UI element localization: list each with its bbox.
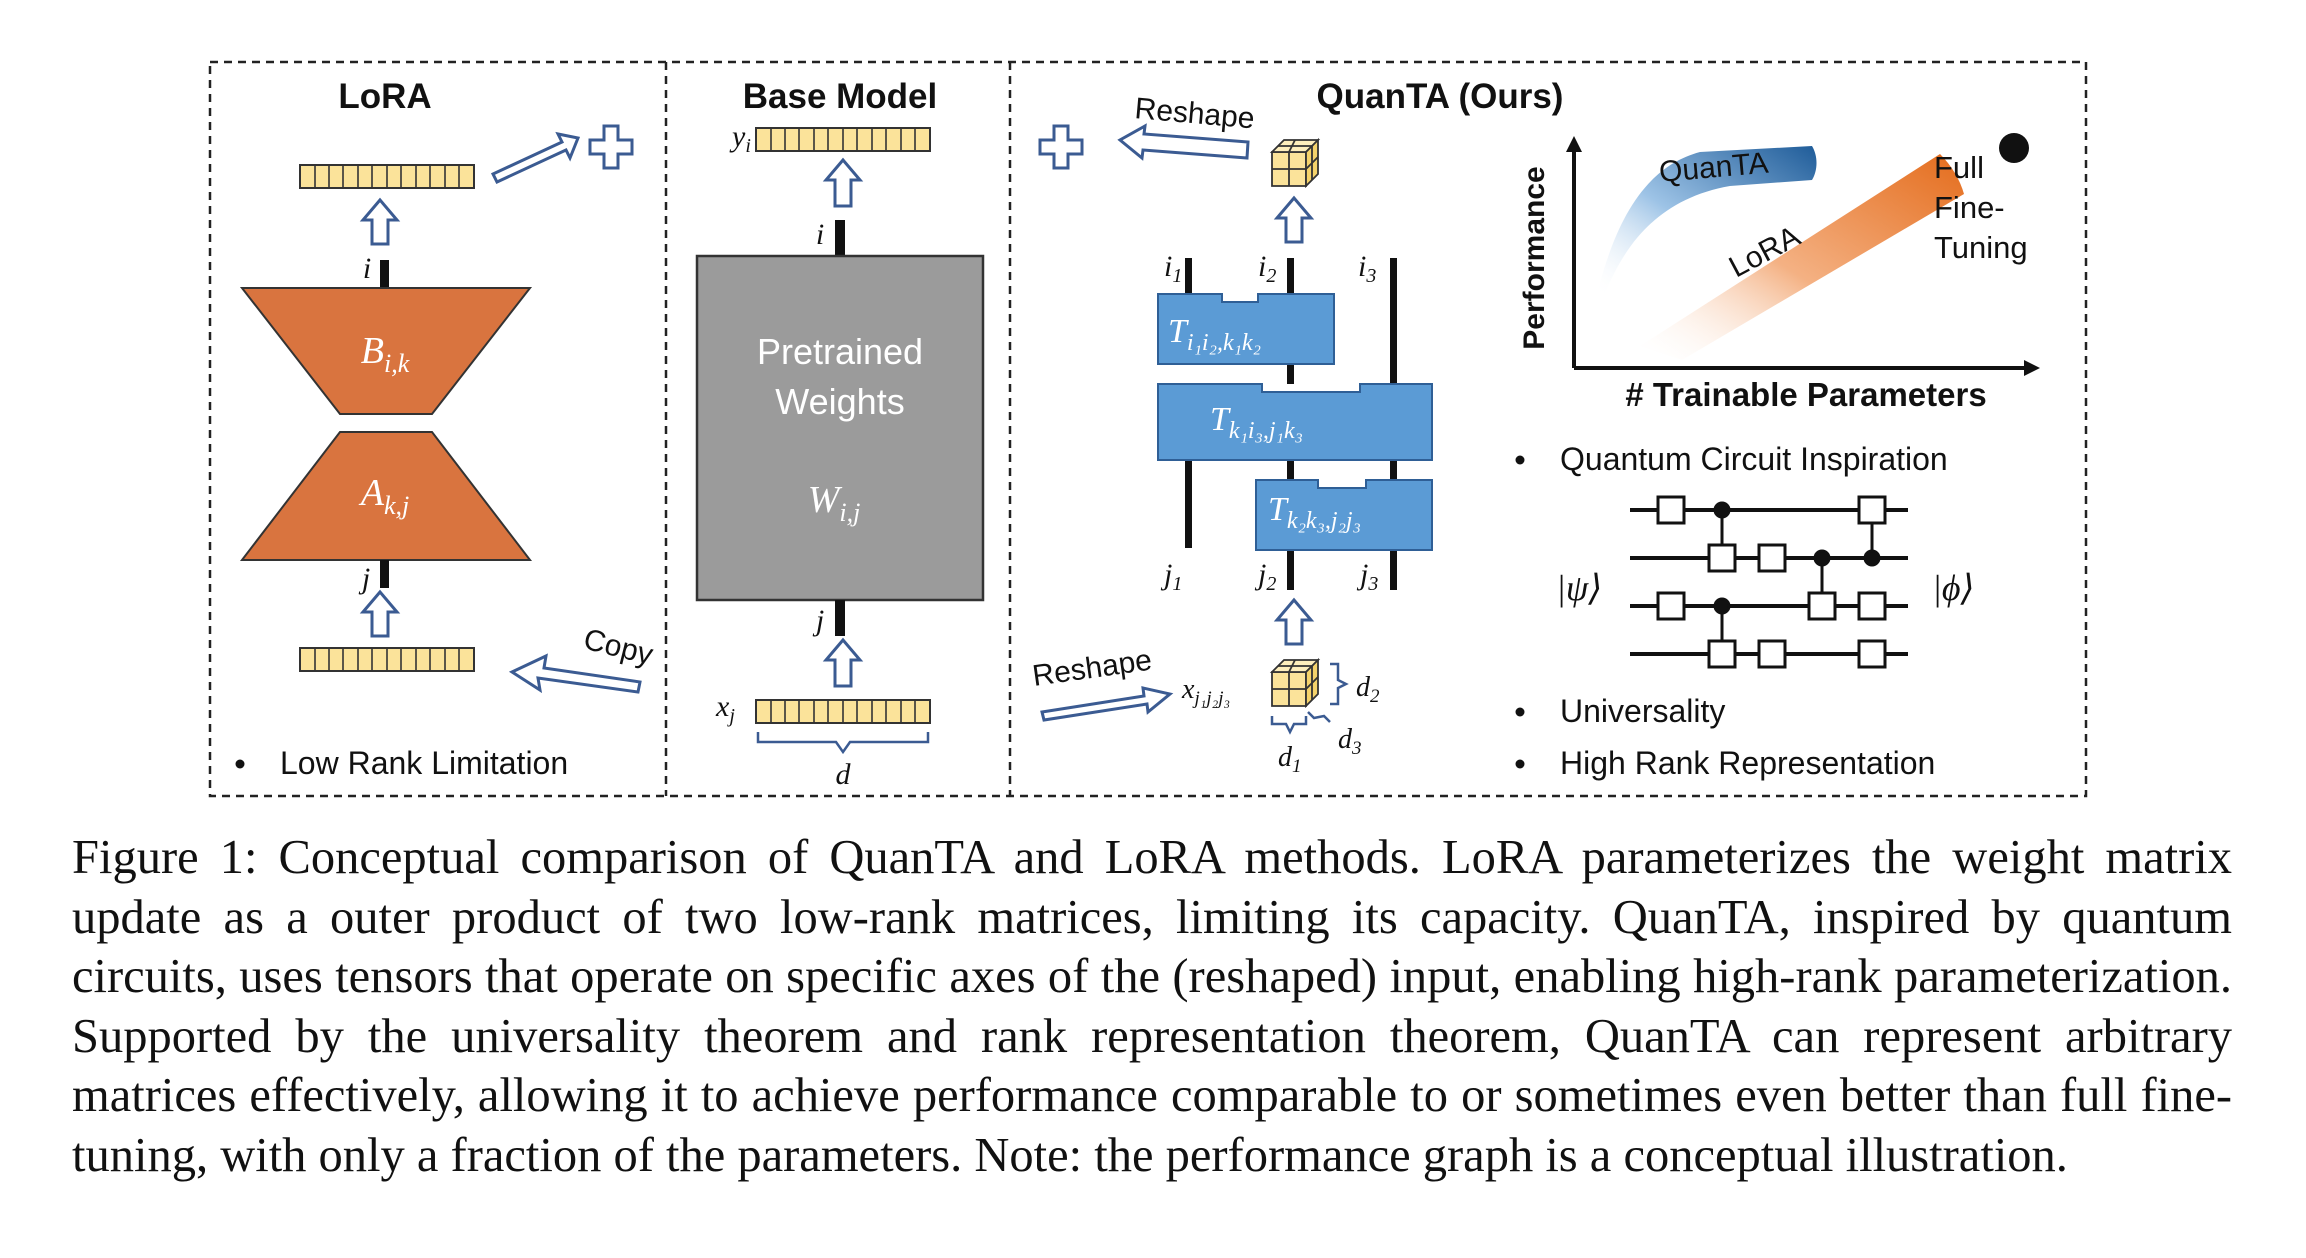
lora-add-arrow — [490, 131, 581, 184]
lora-input-vector — [299, 647, 475, 672]
quanta-bottom-index-2: j2 — [1254, 558, 1276, 595]
lora-up-arrow-bottom — [359, 589, 401, 638]
base-dim-brace — [756, 732, 930, 755]
quanta-plus-icon — [1038, 124, 1084, 170]
lora-output-vector — [299, 164, 475, 189]
lora-index-out: i — [363, 252, 371, 285]
quanta-output-cube — [1269, 137, 1321, 189]
lora-matrix-b-label: Bi,k — [361, 330, 410, 378]
quanta-tensor-3: Tk₂k₃,j₂j₃ — [1255, 479, 1433, 551]
lora-panel: LoRA i Bi,k Ak,j j — [235, 77, 656, 781]
universality-bullet-text: Universality — [1560, 693, 1725, 729]
quantum-circuit-section: Quantum Circuit Inspiration |ψ⟩ |ϕ⟩ — [1515, 441, 1975, 781]
quanta-band — [1598, 146, 1817, 296]
lora-matrix-a — [239, 431, 533, 561]
perf-x-label: # Trainable Parameters — [1625, 376, 1986, 413]
base-model-title: Base Model — [743, 77, 938, 116]
full-ft-line1: Full — [1934, 150, 1984, 185]
base-up-arrow-bottom — [822, 637, 864, 688]
universality-bullet-dot — [1515, 707, 1525, 717]
base-input-var: xj — [715, 690, 735, 727]
panel-frame — [208, 60, 2088, 798]
base-up-arrow-top — [822, 157, 864, 208]
quanta-input-var: xj₁j₂j₃ — [1181, 674, 1230, 709]
base-output-vector — [755, 127, 931, 152]
high-rank-bullet-text: High Rank Representation — [1560, 745, 1935, 781]
weights-line2: Weights — [775, 381, 904, 422]
quanta-panel: QuanTA (Ours) Reshape i1 i2 i3 — [1030, 77, 2040, 781]
weights-line1: Pretrained — [757, 331, 923, 372]
lora-index-in: j — [358, 562, 370, 595]
lora-plus-icon — [588, 124, 634, 170]
base-output-var: yi — [729, 120, 751, 157]
quanta-tensor-2-label: Tk₁i₃,j₁k₃ — [1210, 401, 1303, 444]
circuit-bullet-dot — [1515, 455, 1525, 465]
quanta-top-index-3: i3 — [1358, 250, 1376, 287]
ket-in: |ψ⟩ — [1556, 568, 1602, 608]
lora-matrix-b — [239, 287, 533, 415]
lora-wire-top — [380, 260, 389, 288]
circuit-wires — [1630, 508, 1908, 656]
figure-caption: Figure 1: Conceptual comparison of QuanT… — [72, 831, 2232, 1182]
quanta-tensor-2: Tk₁i₃,j₁k₃ — [1157, 383, 1433, 461]
cube-brace-d3 — [1307, 711, 1331, 723]
lora-matrix-a-label: Ak,j — [358, 472, 409, 520]
quanta-top-index-1: i1 — [1164, 250, 1182, 287]
base-index-out: i — [816, 218, 824, 251]
cube-dim-d3: d3 — [1338, 724, 1362, 759]
quanta-up-arrow-bottom — [1273, 597, 1315, 646]
quanta-bottom-index-1: j1 — [1160, 558, 1182, 595]
cube-brace-d2 — [1330, 662, 1349, 706]
lora-bullet-dot — [235, 759, 245, 769]
quanta-bottom-index-3: j3 — [1356, 558, 1378, 595]
full-ft-line2: Fine- — [1934, 190, 2005, 225]
perf-y-arrowhead — [1566, 136, 1582, 152]
ket-out: |ϕ⟩ — [1932, 568, 1975, 608]
quanta-tensor-3-label: Tk₂k₃,j₂j₃ — [1268, 491, 1361, 534]
circuit-bullet-text: Quantum Circuit Inspiration — [1560, 441, 1948, 477]
base-wire-bottom — [835, 600, 845, 636]
quanta-reshape-bottom-arrow — [1040, 686, 1174, 722]
lora-copy-arrow — [508, 653, 642, 694]
quanta-tensor-1-label: Ti₁i₂,k₁k₂ — [1168, 313, 1261, 356]
base-wire-top — [835, 220, 845, 256]
lora-title: LoRA — [338, 77, 431, 116]
circuit-gates — [1656, 495, 1887, 669]
circuit-controls — [1713, 501, 1881, 654]
full-ft-line3: Tuning — [1934, 230, 2028, 265]
base-input-vector — [755, 699, 931, 724]
lora-bullet-text: Low Rank Limitation — [280, 745, 568, 781]
cube-dim-d2: d2 — [1356, 672, 1380, 707]
lora-band — [1640, 154, 1964, 360]
cube-dim-d1: d1 — [1278, 742, 1302, 777]
high-rank-bullet-dot — [1515, 759, 1525, 769]
base-index-in: j — [812, 604, 824, 637]
quanta-up-arrow-top — [1273, 195, 1315, 244]
cube-brace-d1 — [1270, 716, 1308, 735]
base-dim-label: d — [836, 758, 852, 791]
perf-y-label: Performance — [1518, 166, 1551, 349]
quanta-wires — [1185, 258, 1397, 590]
lora-up-arrow-top — [359, 197, 401, 246]
pretrained-weights-block — [695, 254, 985, 602]
quanta-reshape-bottom-label: Reshape — [1030, 644, 1154, 693]
weights-var: Wi,j — [808, 479, 861, 527]
base-model-panel: Base Model yi i Pretrained Weights Wi,j … — [695, 77, 985, 791]
lora-wire-bottom — [380, 560, 389, 588]
lora-copy-label: Copy — [580, 623, 656, 672]
quanta-title: QuanTA (Ours) — [1317, 77, 1564, 116]
quanta-top-index-2: i2 — [1258, 250, 1276, 287]
figure: LoRA i Bi,k Ak,j j — [208, 60, 2088, 798]
perf-x-arrowhead — [2024, 360, 2040, 376]
quanta-tensor-1: Ti₁i₂,k₁k₂ — [1157, 293, 1335, 365]
full-ft-point — [1999, 133, 2029, 163]
quanta-input-cube — [1269, 657, 1321, 709]
quanta-reshape-top-arrow — [1117, 123, 1250, 161]
quanta-reshape-top-label: Reshape — [1133, 92, 1256, 135]
performance-graph: Performance # Trainable Parameters QuanT… — [1518, 133, 2040, 413]
